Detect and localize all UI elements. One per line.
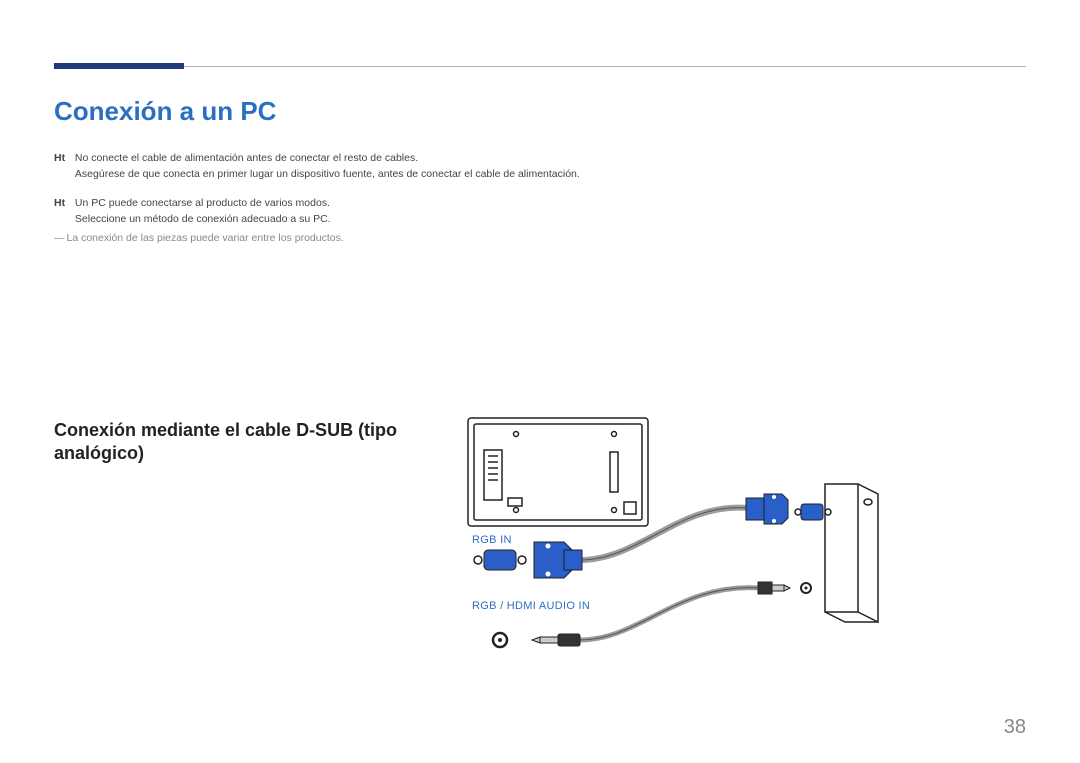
vga-connector-left-icon <box>474 542 582 578</box>
note-marker: Ht <box>54 195 72 211</box>
note-line: Asegúrese de que conecta en primer lugar… <box>75 168 580 180</box>
section-title: Conexión mediante el cable D-SUB (tipo a… <box>54 419 454 466</box>
connection-diagram <box>460 412 890 692</box>
note-line: Un PC puede conectarse al producto de va… <box>75 197 330 209</box>
audio-jack-right-icon <box>758 582 790 594</box>
note-line: Seleccione un método de conexión adecuad… <box>75 213 331 225</box>
note-marker: Ht <box>54 150 72 166</box>
audio-cable-icon <box>580 588 760 640</box>
label-rgb-in: RGB IN <box>472 534 512 546</box>
audio-jack-left-icon <box>532 634 580 646</box>
page-number: 38 <box>1004 716 1026 739</box>
footnote: La conexión de las piezas puede variar e… <box>54 232 344 244</box>
note-line: No conecte el cable de alimentación ante… <box>75 152 418 164</box>
pc-tower-icon <box>825 484 878 622</box>
note-block-1: Ht No conecte el cable de alimentación a… <box>54 150 580 183</box>
monitor-back-icon <box>468 418 648 526</box>
note-text: No conecte el cable de alimentación ante… <box>75 150 580 183</box>
vga-cable-icon <box>580 508 748 560</box>
label-audio-in: RGB / HDMI AUDIO IN <box>472 600 590 612</box>
header-divider <box>54 66 1026 67</box>
page-title: Conexión a un PC <box>54 96 276 127</box>
header-accent-bar <box>54 63 184 69</box>
note-block-2: Ht Un PC puede conectarse al producto de… <box>54 195 331 228</box>
note-text: Un PC puede conectarse al producto de va… <box>75 195 331 228</box>
vga-connector-right-icon <box>746 494 788 524</box>
